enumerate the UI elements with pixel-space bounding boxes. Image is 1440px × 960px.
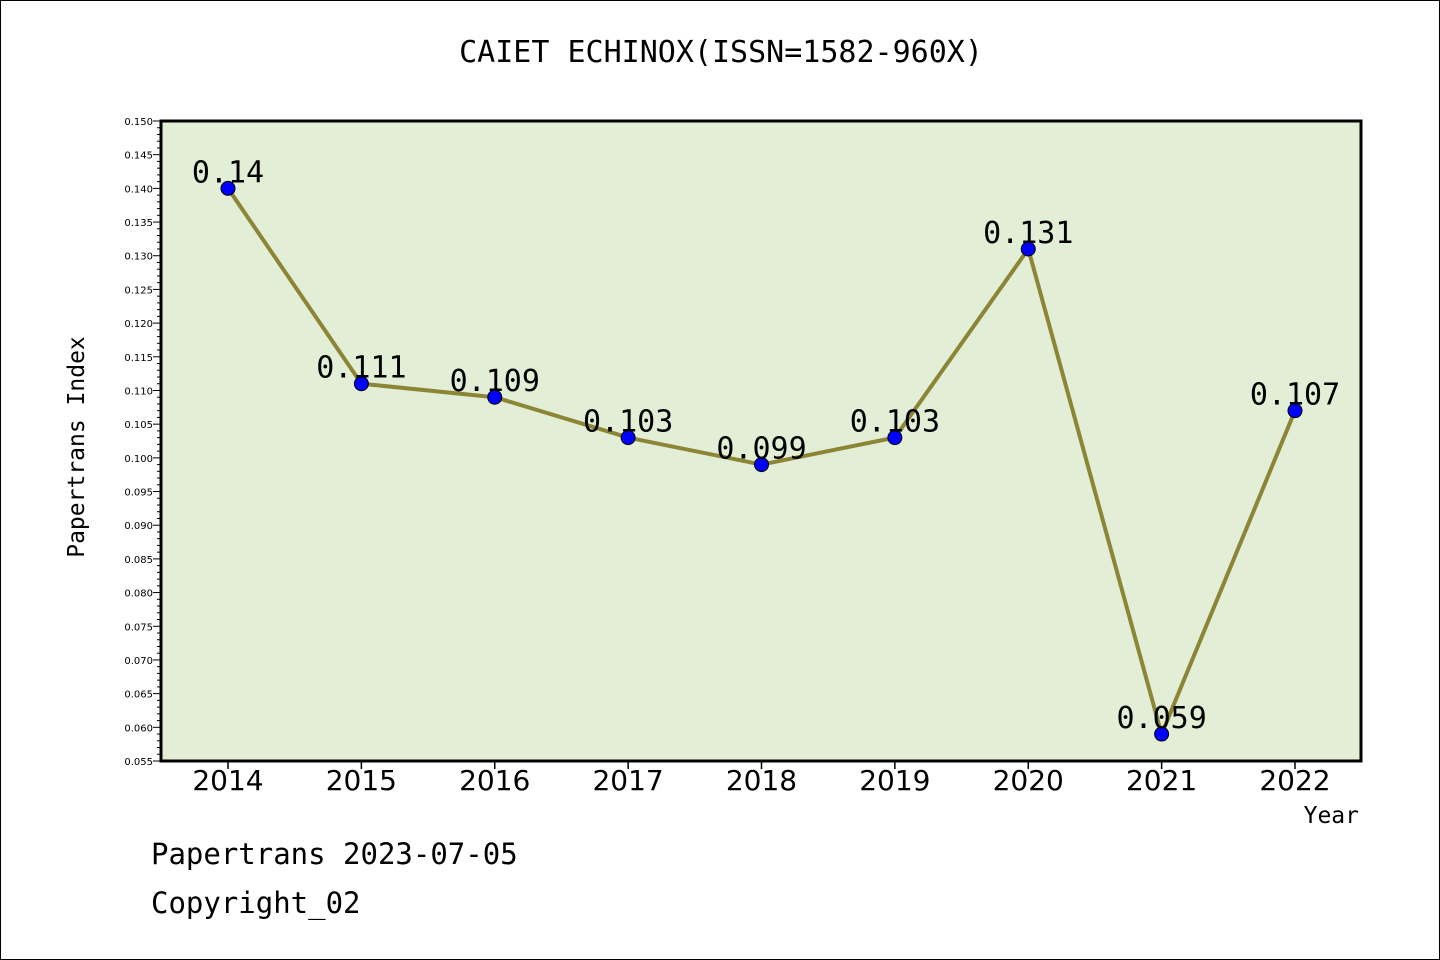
y-tick-label: 0.135: [124, 218, 153, 229]
chart-title: CAIET ECHINOX(ISSN=1582-960X): [459, 35, 983, 70]
x-tick-label: 2020: [993, 764, 1064, 797]
data-point: [220, 180, 236, 196]
data-point: [620, 430, 636, 446]
data-point: [1287, 403, 1303, 419]
data-label: 0.111: [316, 351, 406, 386]
data-label: 0.107: [1250, 378, 1340, 413]
y-tick-label: 0.095: [124, 488, 153, 499]
y-tick-label: 0.110: [124, 386, 153, 397]
x-tick-label: 2014: [192, 764, 263, 797]
data-label: 0.131: [983, 216, 1073, 251]
data-point: [754, 457, 769, 473]
y-tick-label: 0.085: [124, 555, 153, 566]
data-label: 0.103: [583, 405, 673, 440]
y-tick-label: 0.075: [124, 622, 153, 633]
y-axis-label: Papertrans Index: [64, 336, 90, 558]
x-tick-label: 2022: [1259, 764, 1330, 797]
data-point: [1154, 726, 1170, 742]
x-axis-label: Year: [1303, 803, 1359, 829]
y-tick-label: 0.115: [124, 353, 153, 364]
y-tick-label: 0.150: [124, 117, 153, 128]
x-tick-label: 2019: [859, 764, 930, 797]
data-label: 0.099: [716, 432, 806, 467]
x-tick-label: 2018: [726, 764, 797, 797]
x-tick-label: 2015: [326, 764, 397, 797]
plot-area: [161, 121, 1361, 761]
x-tick-label: 2016: [459, 764, 530, 797]
y-tick-label: 0.145: [124, 151, 153, 162]
data-point: [487, 389, 503, 405]
y-tick-label: 0.130: [124, 252, 153, 263]
y-tick-label: 0.125: [124, 285, 153, 296]
y-tick-label: 0.120: [124, 319, 153, 330]
data-label: 0.103: [850, 405, 940, 440]
data-point: [1020, 241, 1036, 257]
data-label: 0.14: [192, 155, 264, 190]
y-tick-label: 0.060: [124, 723, 153, 734]
x-tick-label: 2021: [1126, 764, 1197, 797]
data-point: [353, 376, 369, 392]
y-tick-label: 0.080: [124, 589, 153, 600]
y-tick-label: 0.100: [124, 454, 153, 465]
y-tick-label: 0.055: [124, 757, 153, 768]
y-tick-label: 0.065: [124, 690, 153, 701]
footer-copyright: Copyright_02: [151, 886, 361, 920]
data-label: 0.059: [1116, 701, 1206, 736]
plot-frame: [159, 119, 1363, 763]
y-tick-label: 0.070: [124, 656, 153, 667]
data-label: 0.109: [450, 364, 540, 399]
footer-date: Papertrans 2023-07-05: [151, 837, 518, 871]
data-point: [887, 430, 903, 446]
y-tick-label: 0.105: [124, 420, 153, 431]
y-tick-label: 0.140: [124, 184, 153, 195]
y-tick-label: 0.090: [124, 521, 153, 532]
x-tick-label: 2017: [592, 764, 663, 797]
